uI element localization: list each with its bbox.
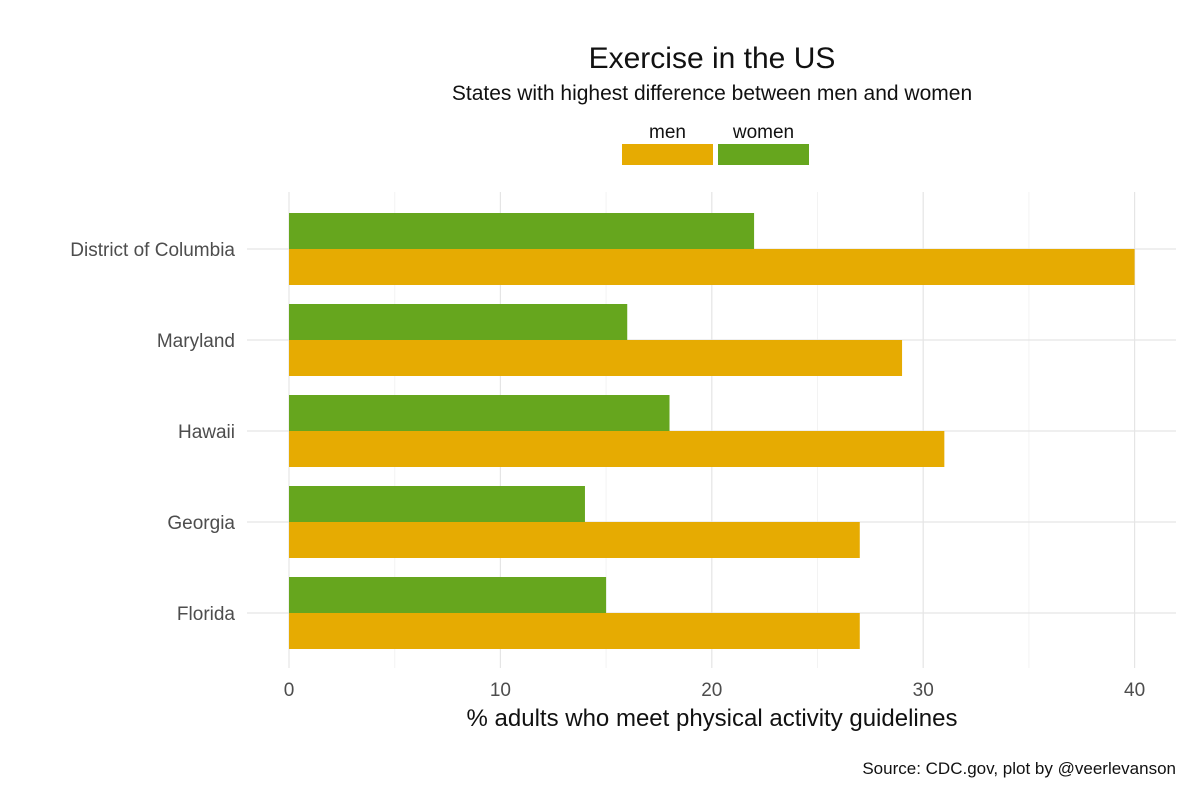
chart-caption: Source: CDC.gov, plot by @veerlevanson xyxy=(862,759,1176,778)
x-tick-label: 40 xyxy=(1124,680,1145,701)
legend: men women xyxy=(622,122,809,165)
legend-label-men: men xyxy=(649,122,686,143)
bar-women-georgia xyxy=(289,486,585,522)
bar-women-district-of-columbia xyxy=(289,213,755,249)
bar-men-district-of-columbia xyxy=(289,249,1135,285)
legend-key-men xyxy=(622,144,713,165)
x-tick-label: 0 xyxy=(284,680,295,701)
bar-women-maryland xyxy=(289,304,628,340)
y-tick-label: Hawaii xyxy=(178,422,235,443)
x-tick-label: 20 xyxy=(701,680,722,701)
bars xyxy=(289,213,1135,649)
legend-key-women xyxy=(718,144,809,165)
y-tick-label: Maryland xyxy=(157,331,235,352)
y-tick-label: District of Columbia xyxy=(70,240,235,261)
y-tick-label: Georgia xyxy=(167,513,235,534)
bar-men-florida xyxy=(289,613,860,649)
chart-subtitle: States with highest difference between m… xyxy=(452,82,972,105)
y-axis-tick-labels: District of Columbia Maryland Hawaii Georgi… xyxy=(70,240,235,625)
x-axis-tick-labels: 0 10 20 30 40 xyxy=(284,680,1145,701)
bar-women-hawaii xyxy=(289,395,670,431)
bar-men-georgia xyxy=(289,522,860,558)
legend-label-women: women xyxy=(732,122,794,143)
y-tick-label: Florida xyxy=(177,604,236,625)
bar-women-florida xyxy=(289,577,607,613)
x-tick-label: 10 xyxy=(490,680,511,701)
chart-title: Exercise in the US xyxy=(589,42,836,75)
bar-men-maryland xyxy=(289,340,903,376)
x-tick-label: 30 xyxy=(913,680,934,701)
bar-men-hawaii xyxy=(289,431,945,467)
x-axis-label: % adults who meet physical activity guid… xyxy=(467,705,958,732)
